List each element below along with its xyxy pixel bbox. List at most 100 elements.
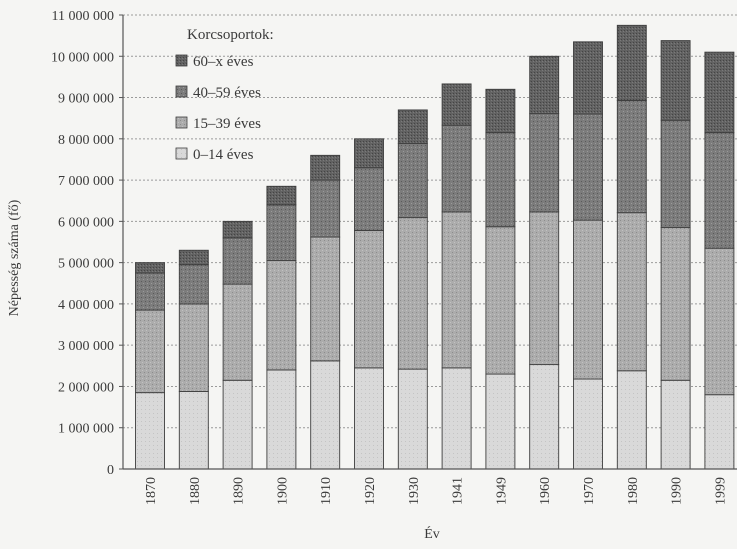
x-tick-labels: 1870 1880 1890 1900 1910 1920 1930 1941 1949 1960… bbox=[144, 477, 728, 505]
y-tick-label: 4 000 000 bbox=[58, 298, 114, 313]
bar-segment-1890-0 bbox=[222, 379, 253, 470]
bar-segment-1910-0 bbox=[310, 360, 341, 470]
bar-segment-1941-0 bbox=[441, 367, 472, 470]
bar-segment-1949-2 bbox=[485, 132, 516, 228]
bar-segment-1930-3 bbox=[397, 109, 428, 144]
bar-segment-1941-3 bbox=[441, 83, 472, 126]
y-tick-label: 1 000 000 bbox=[58, 422, 114, 437]
legend-title: Korcsoportok: bbox=[187, 27, 274, 43]
bar-segment-1999-0 bbox=[704, 394, 735, 470]
bar-segment-1870-0 bbox=[135, 392, 165, 470]
y-tick-label: 8 000 000 bbox=[58, 133, 114, 148]
x-tick-label: 1990 bbox=[670, 477, 685, 505]
bar-segment-1980-0 bbox=[616, 370, 647, 470]
bar-segment-1870-1 bbox=[135, 309, 165, 394]
bar-stack-1980 bbox=[616, 24, 647, 470]
bar-stack-1910 bbox=[310, 154, 341, 470]
bar-segment-1999-2 bbox=[704, 132, 735, 249]
bar-stack-1900 bbox=[266, 185, 297, 470]
legend-swatch bbox=[175, 147, 188, 160]
x-axis-title: Év bbox=[424, 525, 440, 542]
x-tick-label: 1949 bbox=[494, 477, 509, 505]
x-tick-label: 1999 bbox=[713, 477, 728, 505]
x-tick-label: 1960 bbox=[538, 477, 553, 505]
x-tick-label: 1890 bbox=[232, 477, 247, 505]
bar-segment-1960-2 bbox=[529, 113, 560, 213]
bar-segment-1980-1 bbox=[616, 212, 647, 372]
bar-segment-1990-3 bbox=[660, 40, 691, 121]
bar-segment-1910-3 bbox=[310, 154, 341, 181]
bar-segment-1880-2 bbox=[178, 264, 209, 305]
legend-entry: 0–14 éves bbox=[193, 147, 254, 163]
bar-stack-1930 bbox=[397, 109, 428, 470]
bar-stack-1870 bbox=[135, 262, 165, 470]
x-tick-label: 1980 bbox=[626, 477, 641, 505]
x-tick-label: 1910 bbox=[319, 477, 334, 505]
bar-stack-1941 bbox=[441, 83, 472, 470]
bar-segment-1941-1 bbox=[441, 211, 472, 369]
x-tick-label: 1920 bbox=[363, 477, 378, 505]
bar-segment-1960-3 bbox=[529, 55, 560, 115]
x-tick-label: 1880 bbox=[188, 477, 203, 505]
bar-segment-1920-0 bbox=[354, 367, 384, 470]
bar-segment-1910-2 bbox=[310, 179, 341, 238]
bar-segment-1920-3 bbox=[354, 138, 384, 169]
bars bbox=[135, 24, 735, 470]
bar-stack-1949 bbox=[485, 88, 516, 470]
y-tick-label: 10 000 000 bbox=[51, 50, 114, 65]
y-tick-label: 3 000 000 bbox=[58, 339, 114, 354]
bar-segment-1920-1 bbox=[354, 229, 384, 369]
y-tick-label: 11 000 000 bbox=[52, 9, 114, 24]
bar-segment-1900-1 bbox=[266, 260, 297, 371]
bar-segment-1990-2 bbox=[660, 119, 691, 229]
bar-segment-1941-2 bbox=[441, 124, 472, 213]
legend-entry: 40–59 éves bbox=[193, 85, 261, 101]
legend: Korcsoportok: 60–x éves 40–59 éves 15–39 é… bbox=[175, 27, 274, 163]
x-tick-label: 1941 bbox=[451, 477, 466, 505]
bar-segment-1970-0 bbox=[573, 378, 603, 470]
bar-segment-1890-2 bbox=[222, 237, 253, 285]
axes bbox=[119, 14, 737, 470]
bar-segment-1880-3 bbox=[178, 249, 209, 266]
bar-segment-1920-2 bbox=[354, 167, 384, 231]
x-tick-label: 1900 bbox=[275, 477, 290, 505]
bar-stack-1970 bbox=[573, 41, 603, 470]
bar-stack-1990 bbox=[660, 40, 691, 470]
bar-segment-1980-3 bbox=[616, 24, 647, 101]
y-tick-label: 0 bbox=[107, 463, 114, 478]
bar-segment-1900-2 bbox=[266, 204, 297, 262]
y-axis-title: Népesség száma (fő) bbox=[7, 199, 22, 316]
bar-segment-1949-0 bbox=[485, 373, 516, 470]
legend-entry: 60–x éves bbox=[193, 54, 254, 70]
y-tick-label: 6 000 000 bbox=[58, 215, 114, 230]
bar-segment-1960-0 bbox=[529, 364, 560, 470]
bar-stack-1880 bbox=[178, 249, 209, 470]
bar-segment-1990-0 bbox=[660, 379, 691, 470]
y-tick-label: 2 000 000 bbox=[58, 380, 114, 395]
bar-segment-1930-0 bbox=[397, 368, 428, 470]
bar-segment-1949-1 bbox=[485, 226, 516, 375]
y-tick-label: 5 000 000 bbox=[58, 257, 114, 272]
bar-segment-1890-3 bbox=[222, 220, 253, 239]
bar-segment-1870-2 bbox=[135, 272, 165, 311]
x-tick-label: 1870 bbox=[144, 477, 159, 505]
x-tick-label: 1930 bbox=[407, 477, 422, 505]
bar-segment-1999-3 bbox=[704, 51, 735, 134]
bar-stack-1960 bbox=[529, 55, 560, 470]
bar-segment-1970-3 bbox=[573, 41, 603, 115]
bar-segment-1949-3 bbox=[485, 88, 516, 134]
bar-segment-1890-1 bbox=[222, 283, 253, 381]
bar-segment-1880-0 bbox=[178, 390, 209, 470]
bar-segment-1870-3 bbox=[135, 262, 165, 274]
legend-swatch bbox=[175, 54, 188, 67]
bar-segment-1930-2 bbox=[397, 142, 428, 219]
bar-segment-1910-1 bbox=[310, 236, 341, 362]
bar-segment-1900-0 bbox=[266, 369, 297, 470]
x-tick-label: 1970 bbox=[582, 477, 597, 505]
bar-stack-1920 bbox=[354, 138, 384, 470]
y-tick-labels: 0 1 000 000 2 000 000 3 000 000 4 000 000 5 0… bbox=[51, 9, 114, 478]
bar-stack-1999 bbox=[704, 51, 735, 470]
y-tick-label: 9 000 000 bbox=[58, 92, 114, 107]
bar-segment-1930-1 bbox=[397, 217, 428, 370]
